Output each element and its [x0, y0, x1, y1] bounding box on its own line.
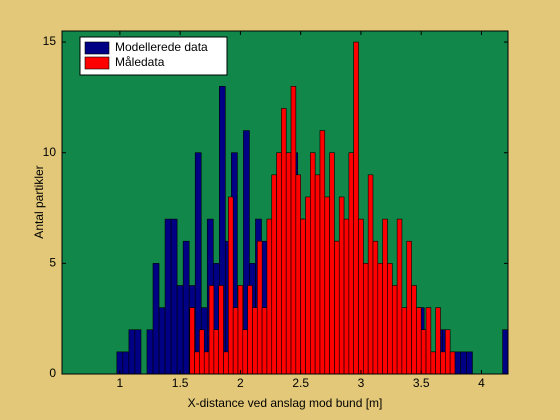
- bar: [430, 351, 436, 374]
- bar: [213, 329, 220, 374]
- y-axis-label: Antal partikler: [32, 165, 46, 238]
- bar: [377, 263, 383, 374]
- x-tick-label: 1.5: [172, 376, 189, 390]
- bar: [324, 196, 330, 374]
- bar: [146, 329, 154, 374]
- bar: [158, 307, 166, 374]
- bar: [300, 218, 306, 374]
- bar: [199, 329, 205, 374]
- bar: [391, 285, 398, 374]
- bar: [194, 351, 200, 374]
- bar: [454, 351, 461, 374]
- bar: [247, 285, 253, 374]
- bar: [435, 307, 441, 374]
- bar: [223, 351, 229, 374]
- bar: [242, 329, 248, 374]
- bar: [271, 174, 277, 374]
- bar: [425, 307, 432, 374]
- bar: [128, 329, 136, 374]
- bar: [208, 285, 215, 374]
- y-tick-label: 0: [49, 366, 56, 380]
- bar: [295, 174, 301, 374]
- bar: [401, 307, 408, 374]
- bar: [266, 218, 273, 374]
- bar: [367, 174, 374, 374]
- bar: [290, 86, 297, 374]
- bar: [372, 240, 379, 374]
- bar: [348, 152, 355, 374]
- bar: [416, 307, 422, 374]
- bar: [314, 174, 321, 374]
- bar: [218, 285, 224, 374]
- axes: 1 1.5 2 2.5 3 3.5 4 0 5 10 15: [43, 30, 509, 390]
- legend-label: Modellerede data: [115, 40, 208, 54]
- x-tick-label: 3.5: [413, 376, 430, 390]
- bar: [170, 218, 178, 374]
- bar: [411, 285, 417, 374]
- bar: [319, 130, 326, 374]
- bar: [176, 285, 184, 374]
- x-axis-label: X-distance ved anslag mod bund [m]: [188, 396, 383, 410]
- bar: [310, 152, 316, 374]
- x-tick-label: 3: [358, 376, 365, 390]
- bar: [502, 329, 508, 374]
- y-tick-label: 15: [43, 34, 57, 48]
- bars: [116, 41, 508, 374]
- bar: [189, 307, 195, 374]
- bar: [338, 196, 345, 374]
- bar: [420, 329, 427, 374]
- bar: [343, 218, 350, 374]
- bar: [449, 351, 456, 374]
- bar: [406, 240, 412, 374]
- y-tick-label: 5: [49, 256, 56, 270]
- bar: [460, 351, 467, 374]
- bar: [363, 263, 369, 374]
- bar: [228, 196, 234, 374]
- x-tick-label: 4: [478, 376, 485, 390]
- bar: [440, 351, 446, 374]
- legend-swatch: [84, 56, 110, 70]
- bar: [382, 218, 388, 374]
- bar: [256, 240, 263, 374]
- bar: [232, 307, 239, 374]
- axes-box: [61, 30, 509, 375]
- bar: [152, 263, 160, 374]
- legend-label: Måledata: [115, 55, 165, 69]
- bar: [203, 351, 210, 374]
- bar: [164, 218, 172, 374]
- x-tick-label: 2.5: [292, 376, 309, 390]
- x-tick-label: 1: [117, 376, 124, 390]
- bar: [329, 152, 335, 374]
- bar: [252, 307, 258, 374]
- bar: [281, 108, 287, 374]
- bar: [194, 152, 202, 374]
- legend-swatch: [84, 41, 110, 55]
- bar: [243, 130, 250, 374]
- bar: [445, 329, 451, 374]
- bar: [237, 285, 244, 374]
- bar: [353, 41, 359, 374]
- bar: [334, 240, 340, 374]
- bar: [387, 263, 393, 374]
- bar: [134, 329, 142, 374]
- bar: [305, 196, 311, 374]
- bar: [285, 152, 292, 374]
- bar: [396, 218, 403, 374]
- bar: [261, 307, 268, 374]
- bar: [122, 351, 130, 374]
- bar: [182, 240, 190, 374]
- bar: [276, 152, 282, 374]
- bar: [358, 218, 364, 374]
- x-tick-label: 2: [237, 376, 244, 390]
- y-tick-label: 10: [43, 145, 57, 159]
- bar: [466, 351, 473, 374]
- bar: [219, 86, 226, 374]
